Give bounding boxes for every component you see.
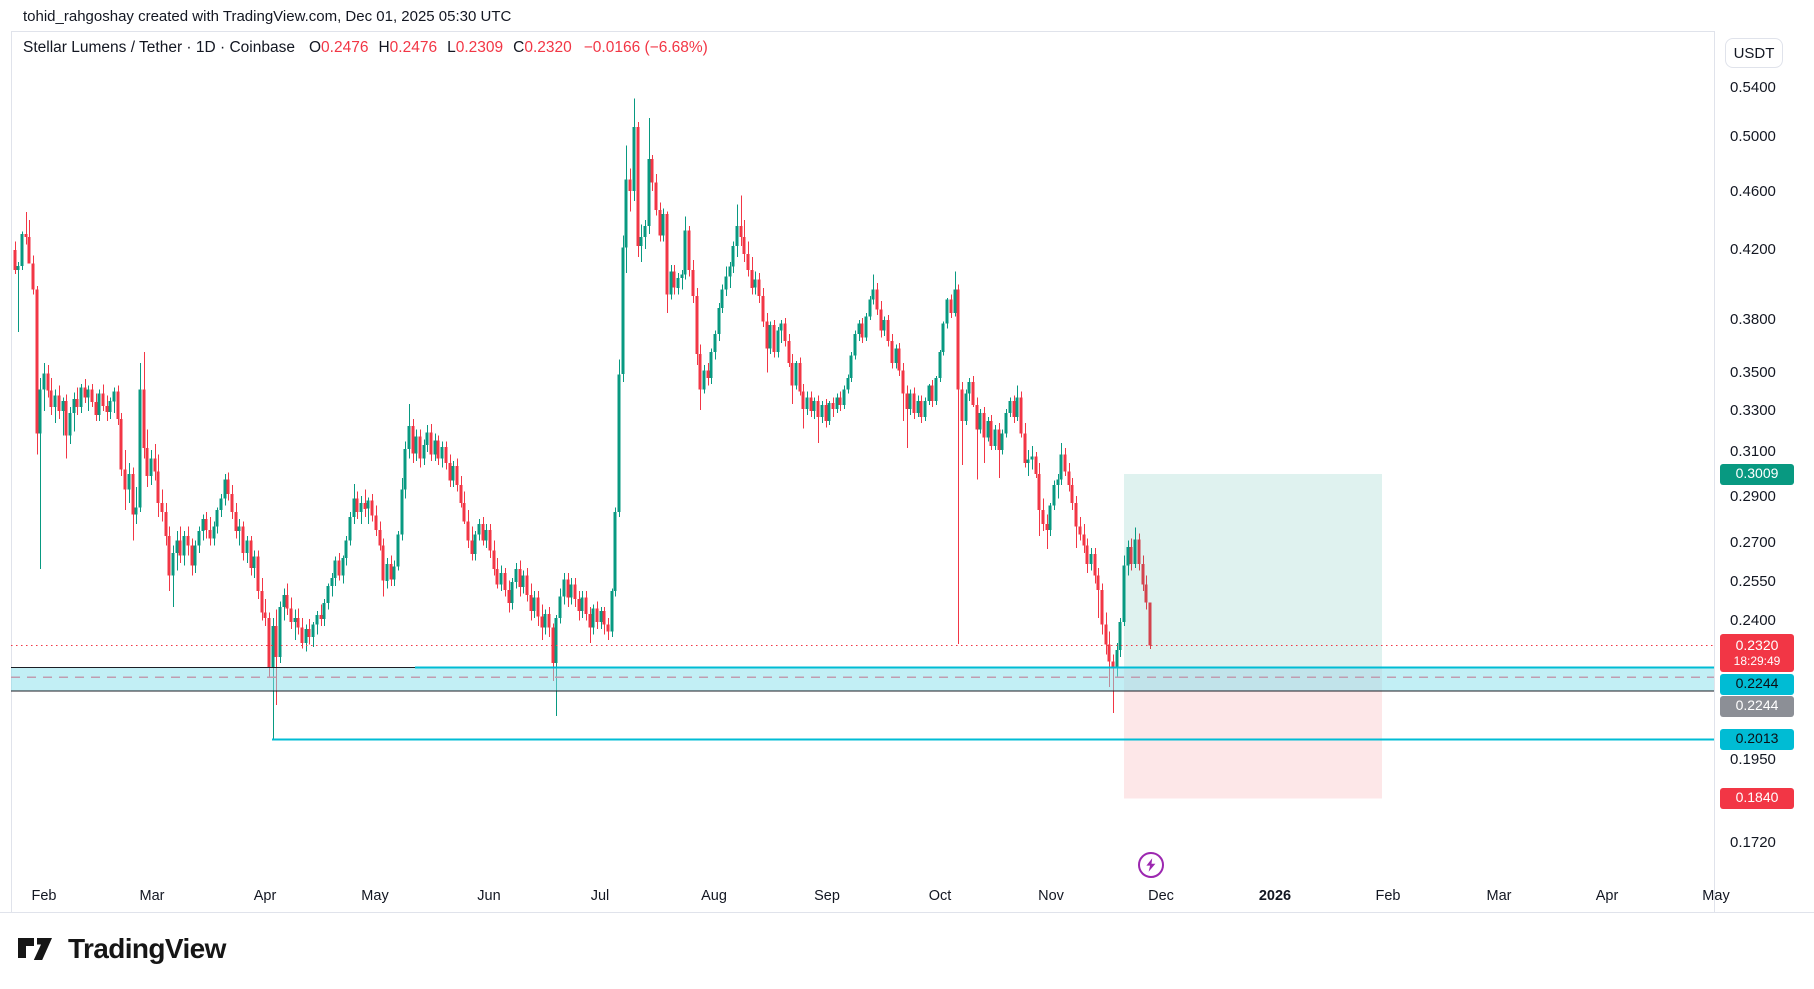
price-tick-label: 0.2700	[1730, 534, 1776, 551]
april-low-line-label: 0.2013	[1720, 728, 1794, 750]
currency-toggle-button[interactable]: USDT	[1725, 38, 1783, 68]
price-axis[interactable]: 0.5400 0.5000 0.4600 0.4200 0.3800 0.3500 0.33…	[1714, 31, 1814, 912]
price-pane[interactable]	[11, 31, 1714, 912]
long-position-profit-zone	[1124, 474, 1382, 668]
plot-top-border	[11, 31, 1714, 32]
tradingview-logo-text: TradingView	[68, 933, 226, 964]
price-tick-label: 0.3800	[1730, 311, 1776, 328]
attribution-text: tohid_rahgoshay created with TradingView…	[23, 8, 512, 25]
lightning-event-icon[interactable]	[1138, 852, 1164, 878]
time-axis-year-label: 2026	[1258, 888, 1292, 904]
price-tick-label: 0.3300	[1730, 402, 1776, 419]
time-axis-month-label: Nov	[1038, 888, 1064, 904]
symbol-title: Stellar Lumens / Tether · 1D · Coinbase	[23, 39, 295, 56]
entry-price-label: 0.2244	[1720, 695, 1794, 717]
time-axis-month-label: Mar	[1486, 888, 1512, 904]
time-axis-month-label: Jul	[590, 888, 610, 904]
time-axis-month-label: Apr	[253, 888, 277, 904]
price-tick-label: 0.1950	[1730, 751, 1776, 768]
tradingview-logo[interactable]: TradingView	[17, 933, 226, 965]
time-axis-month-label: Jun	[477, 888, 501, 904]
price-tick-label: 0.2550	[1730, 573, 1776, 590]
price-tick-label: 0.5400	[1730, 79, 1776, 96]
last-price-label: 0.2320 18:29:49	[1720, 634, 1794, 672]
price-axis-separator	[1714, 31, 1715, 912]
tradingview-logo-icon	[18, 938, 52, 960]
time-axis-month-label: May	[1702, 888, 1730, 904]
time-axis-month-label: Oct	[928, 888, 952, 904]
price-tick-label: 0.5000	[1730, 128, 1776, 145]
price-tick-label: 0.1720	[1730, 834, 1776, 851]
legend-change: −0.0166 (−6.68%)	[583, 39, 708, 56]
legend-low: L0.2309	[447, 39, 504, 56]
price-tick-label: 0.4600	[1730, 183, 1776, 200]
time-axis-month-label: Dec	[1148, 888, 1174, 904]
time-axis-month-label: Feb	[31, 888, 57, 904]
countdown-timer: 18:29:49	[1733, 654, 1781, 669]
support-line-label: 0.2244	[1720, 673, 1794, 695]
target-price-label: 0.3009	[1720, 463, 1794, 485]
time-axis-month-label: Sep	[814, 888, 840, 904]
price-tick-label: 0.4200	[1730, 241, 1776, 258]
price-tick-label: 0.2900	[1730, 488, 1776, 505]
support-band-rect	[11, 667, 1714, 692]
time-axis-month-label: Apr	[1595, 888, 1619, 904]
time-axis[interactable]: Feb Mar Apr May Jun Jul Aug Sep Oct Nov Dec 2026 Feb…	[11, 880, 1730, 912]
plot-left-border	[11, 31, 12, 912]
time-axis-month-label: Mar	[139, 888, 165, 904]
legend-close: C0.2320	[513, 39, 572, 56]
price-tick-label: 0.3500	[1730, 364, 1776, 381]
stop-price-label: 0.1840	[1720, 787, 1794, 809]
time-axis-month-label: Feb	[1375, 888, 1401, 904]
lightning-bolt-glyph	[1146, 858, 1156, 872]
legend-open: O0.2476	[308, 39, 369, 56]
legend-high: H0.2476	[378, 39, 438, 56]
price-tick-label: 0.3100	[1730, 443, 1776, 460]
time-axis-month-label: May	[361, 888, 389, 904]
candles-layer	[13, 98, 1152, 740]
symbol-legend[interactable]: Stellar Lumens / Tether · 1D · Coinbase O…	[23, 39, 708, 57]
price-tick-label: 0.2400	[1730, 612, 1776, 629]
time-axis-border	[0, 912, 1814, 913]
time-axis-month-label: Aug	[701, 888, 727, 904]
